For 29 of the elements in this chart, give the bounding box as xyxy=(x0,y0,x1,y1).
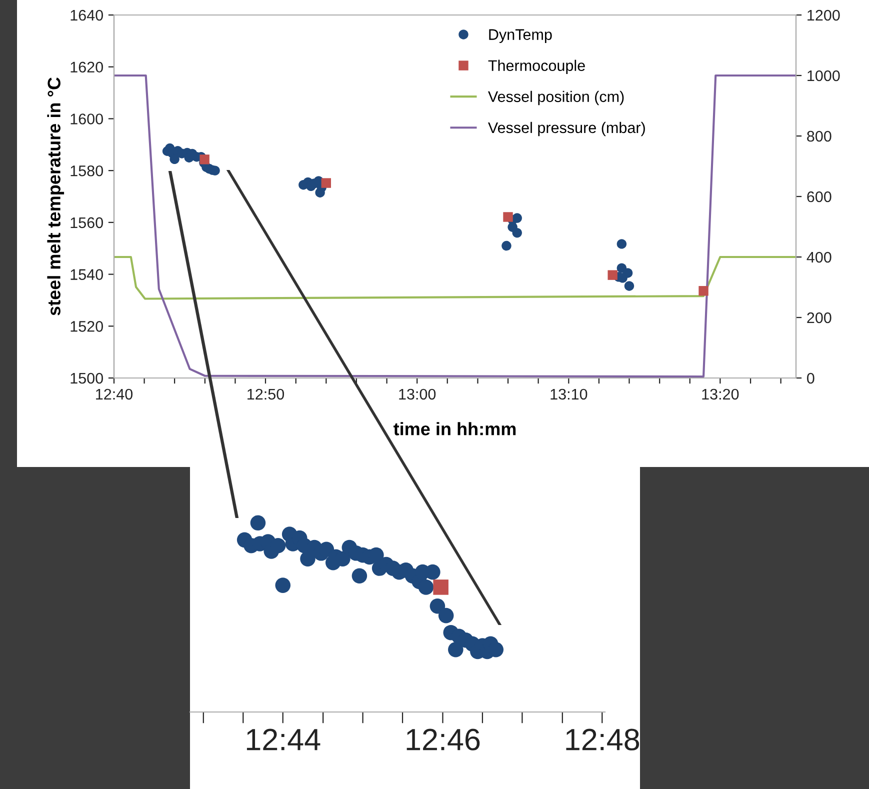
y-tick-label: 1500 xyxy=(70,372,103,384)
legend-label: Thermocouple xyxy=(488,60,585,74)
y-tick-label: 1580 xyxy=(70,165,103,176)
y2-tick-label: 1000 xyxy=(808,70,840,82)
y-tick-label: 1600 xyxy=(70,114,103,124)
y-axis-title: steel melt temperature in °C xyxy=(47,77,64,316)
x-tick-label: 12:50 xyxy=(248,388,284,400)
x-tick-label: 12:44 xyxy=(246,728,320,750)
x-tick-label: 13:10 xyxy=(550,388,588,400)
x-tick-label: 13:00 xyxy=(399,388,436,400)
y2-tick-label: 200 xyxy=(807,312,832,324)
y-tick-label: 1640 xyxy=(70,10,103,21)
x-tick-label: 12:46 xyxy=(406,728,480,750)
x-tick-label: 13:20 xyxy=(702,388,739,400)
x-axis-title: time in hh:mm xyxy=(394,422,516,436)
y-tick-label: 1620 xyxy=(70,62,103,73)
y2-tick-label: 400 xyxy=(806,252,832,263)
y-tick-label: 1520 xyxy=(70,321,103,332)
x-tick-label: 12:40 xyxy=(96,388,133,400)
y2-tick-label: 1200 xyxy=(808,10,840,21)
legend-label: Vessel pressure (mbar) xyxy=(488,122,645,136)
y-tick-label: 1540 xyxy=(70,269,103,280)
y2-tick-label: 600 xyxy=(807,191,832,202)
y-tick-label: 1560 xyxy=(70,217,103,228)
y2-tick-label: 0 xyxy=(807,372,814,384)
x-tick-label: 12:48 xyxy=(566,728,640,750)
legend-label: Vessel position (cm) xyxy=(488,90,624,106)
y2-tick-label: 800 xyxy=(807,130,832,142)
legend-label: DynTemp xyxy=(489,29,552,43)
